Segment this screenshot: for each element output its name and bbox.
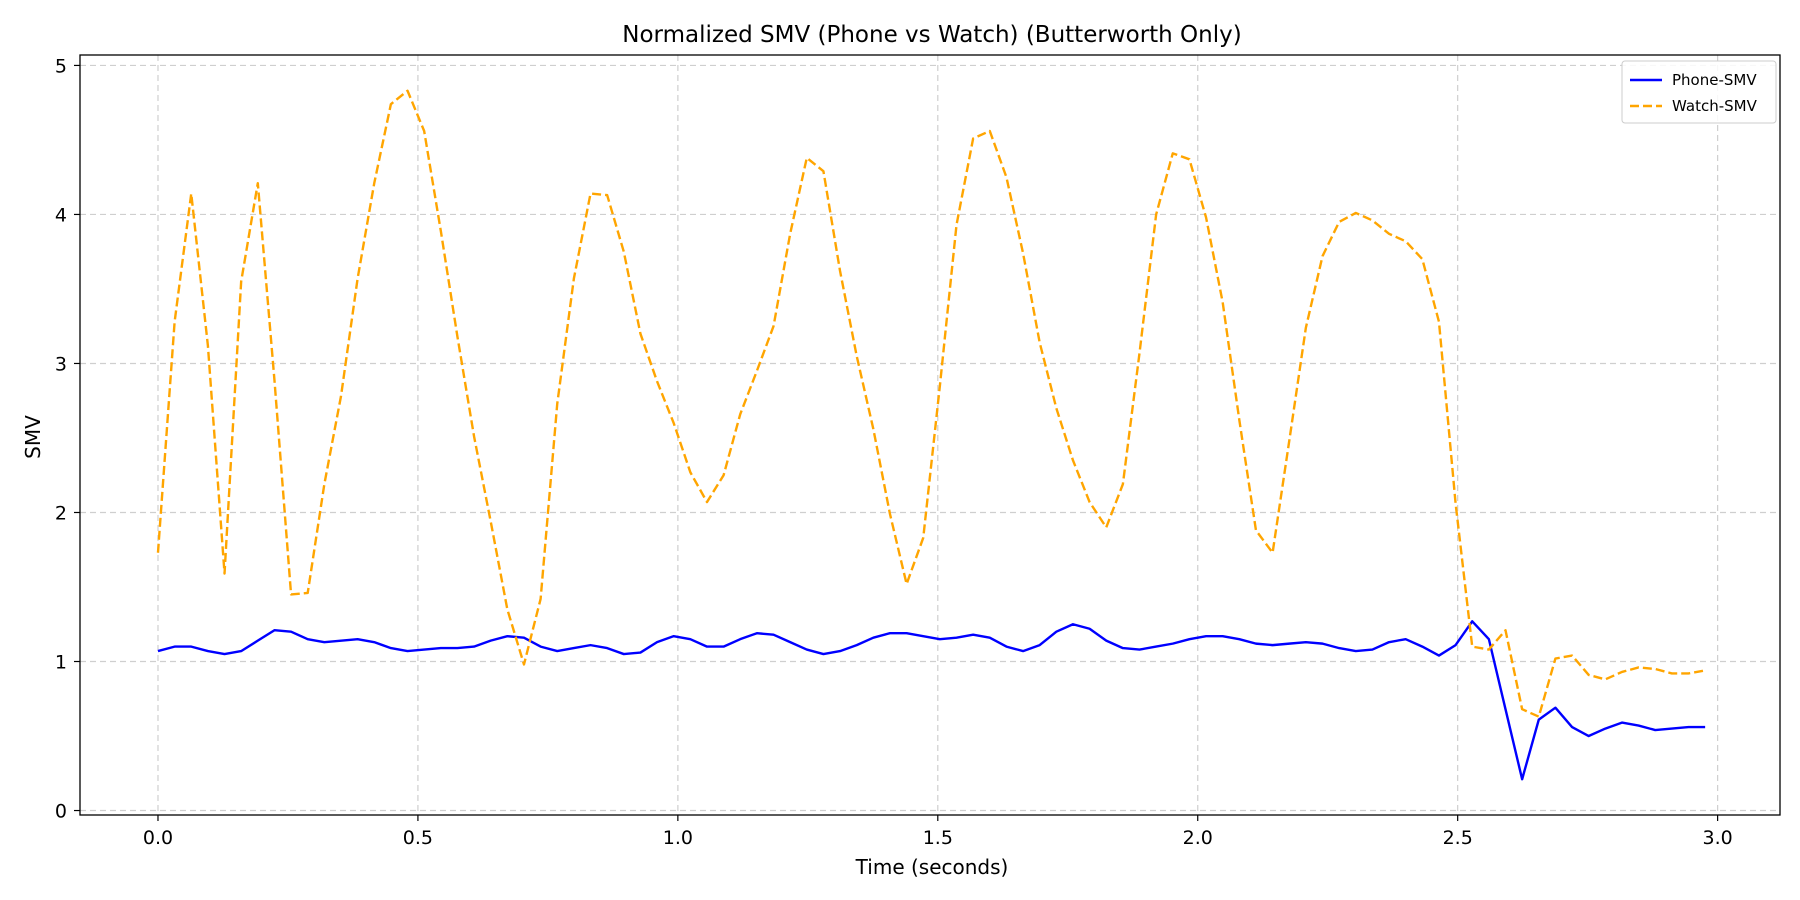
plot-frame [79, 54, 1781, 816]
legend: Phone-SMV Watch-SMV [1621, 60, 1777, 124]
series-line-watch-smv [156, 89, 1706, 718]
x-tick-label: 1.0 [663, 827, 693, 849]
tick-layer: 0.0 0.5 1.0 1.5 2.0 2.5 3.0 0 1 2 3 4 5 [55, 55, 1733, 849]
y-tick-label: 3 [55, 353, 67, 375]
x-tick-label: 3.0 [1703, 827, 1733, 849]
legend-label: Phone-SMV [1672, 71, 1757, 89]
y-axis-label: SMV [21, 415, 45, 459]
x-tick-label: 2.0 [1183, 827, 1213, 849]
series-layer [156, 89, 1706, 781]
x-tick-label: 1.5 [923, 827, 953, 849]
y-tick-label: 5 [55, 55, 67, 77]
y-tick-label: 1 [55, 652, 67, 674]
x-axis-label: Time (seconds) [855, 855, 1009, 879]
series-line-phone-smv [157, 620, 1706, 781]
y-tick-label: 2 [55, 502, 67, 524]
x-tick-label: 0.0 [143, 827, 173, 849]
x-tick-label: 0.5 [403, 827, 433, 849]
grid-layer [80, 55, 1780, 815]
legend-box [1621, 60, 1777, 124]
x-tick-label: 2.5 [1443, 827, 1473, 849]
y-tick-label: 0 [55, 801, 67, 823]
chart-title: Normalized SMV (Phone vs Watch) (Butterw… [622, 22, 1241, 48]
legend-label: Watch-SMV [1672, 97, 1758, 115]
y-tick-label: 4 [55, 204, 67, 226]
